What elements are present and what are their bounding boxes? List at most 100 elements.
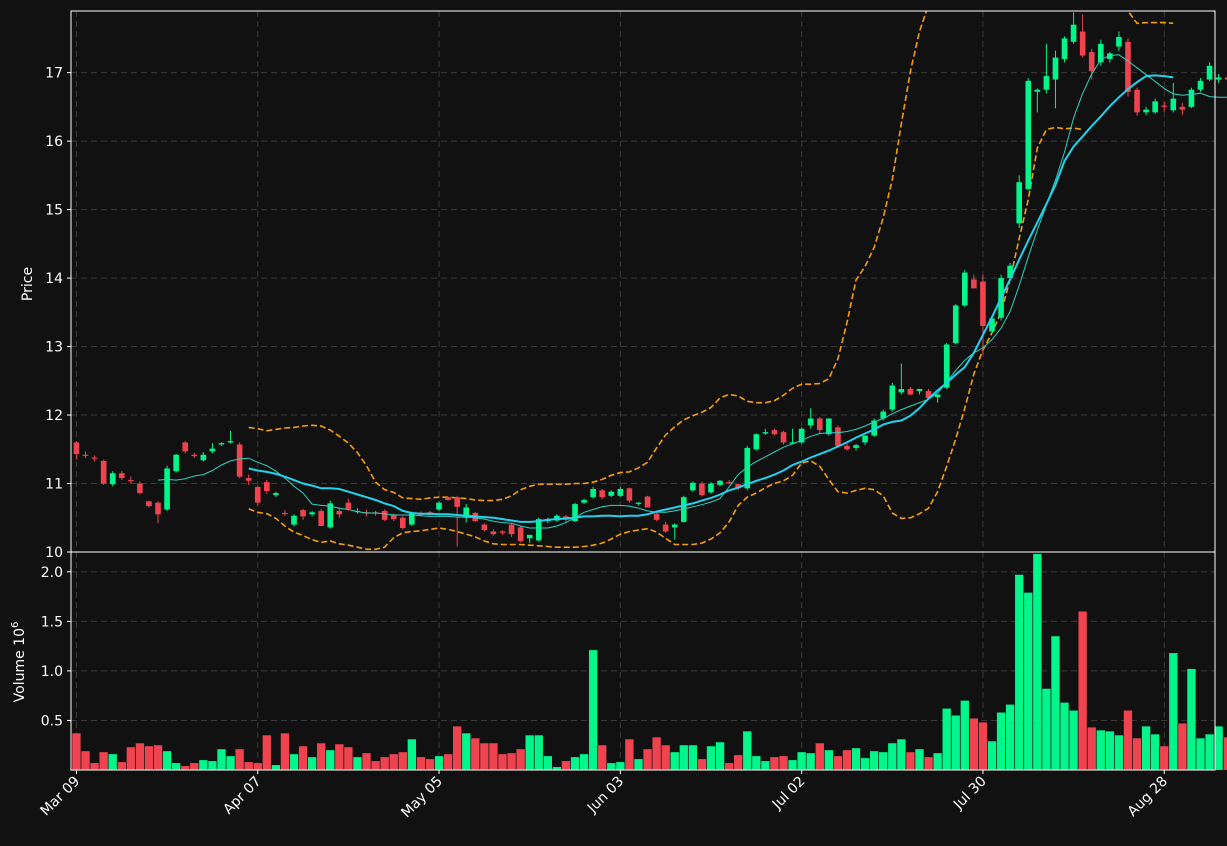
volume-bar	[770, 757, 779, 770]
volume-bars	[72, 553, 1227, 770]
volume-bar	[335, 744, 344, 770]
candle-body	[907, 389, 914, 395]
volume-bar	[1042, 688, 1051, 770]
volume-bar	[90, 763, 99, 770]
volume-bar	[126, 747, 135, 770]
candle-body	[109, 473, 116, 485]
candle-body	[118, 473, 125, 479]
volume-bar	[326, 750, 335, 770]
volume-bar	[1123, 710, 1133, 770]
bollinger-bands	[248, 11, 1174, 551]
volume-bar	[933, 753, 942, 770]
candle-body	[934, 394, 941, 398]
candle-body	[73, 442, 80, 455]
candle-body	[617, 488, 624, 496]
candle-body	[708, 483, 714, 493]
candle-body	[526, 534, 533, 539]
candle-body	[481, 524, 488, 531]
candle-body	[626, 488, 633, 501]
volume-bar	[806, 753, 815, 770]
volume-bar	[471, 738, 480, 770]
volume-bar	[579, 754, 589, 770]
volume-bar	[371, 761, 380, 770]
volume-bar	[534, 735, 543, 770]
volume-bar	[906, 752, 915, 770]
volume-bar	[525, 735, 534, 770]
volume-bar	[598, 745, 607, 770]
candle-body	[971, 279, 977, 289]
candle-body	[798, 428, 805, 443]
volume-bar	[607, 763, 616, 770]
candle-body	[390, 515, 397, 520]
volume-bar	[307, 757, 317, 770]
volume-bar	[353, 757, 362, 770]
volume-bar	[298, 746, 308, 770]
volume-bar	[244, 762, 253, 770]
volume-bar	[634, 759, 643, 770]
candle-body	[1025, 80, 1032, 190]
volume-bar	[271, 765, 281, 770]
volume-bar	[181, 766, 190, 770]
candle-body	[1052, 57, 1059, 80]
candle-body	[1188, 89, 1195, 107]
candle-body	[1125, 41, 1131, 92]
candle-body	[200, 454, 207, 461]
volume-bar	[72, 733, 81, 770]
candle-body	[1170, 98, 1177, 111]
candle-body	[1161, 105, 1168, 107]
candle-body	[671, 524, 678, 528]
candle-body	[916, 389, 923, 392]
volume-bar	[1105, 731, 1115, 770]
candle-body	[844, 445, 850, 450]
candle-body	[608, 491, 615, 496]
volume-bar	[879, 752, 888, 770]
price-axis-label: Price	[20, 267, 36, 301]
candle-body	[1152, 101, 1158, 113]
volume-bar	[815, 743, 824, 770]
volume-bar	[362, 753, 371, 770]
candle-body	[735, 484, 741, 489]
volume-bar	[869, 751, 879, 770]
candle-body	[762, 432, 769, 434]
volume-bar	[153, 745, 163, 770]
volume-bar	[1205, 734, 1214, 770]
candle-body	[146, 501, 152, 507]
volume-bar	[452, 726, 462, 770]
volume-bar	[797, 752, 806, 770]
volume-bar	[199, 760, 208, 770]
price-tick-label: 14	[45, 271, 63, 287]
volume-tick-label: 1.5	[41, 614, 63, 630]
candle-body	[164, 468, 170, 510]
price-tick-label: 10	[45, 545, 63, 561]
candle-body	[508, 524, 515, 535]
lower-band-line	[248, 126, 1083, 551]
candle-body	[535, 519, 542, 541]
volume-bar	[380, 757, 389, 770]
volume-bar	[171, 763, 181, 770]
volume-bar	[226, 756, 235, 770]
volume-bar	[661, 745, 670, 770]
volume-bar	[262, 735, 271, 770]
volume-bar	[743, 731, 752, 770]
volume-bar	[117, 762, 126, 770]
volume-bar	[81, 751, 90, 770]
upper-band-line	[248, 11, 1174, 502]
candle-body	[191, 454, 198, 457]
volume-bar	[1087, 727, 1096, 770]
candle-body	[989, 318, 995, 332]
volume-bar	[833, 756, 843, 770]
volume-bar	[1141, 726, 1151, 770]
volume-bar	[915, 749, 924, 770]
volume-bar	[1078, 611, 1087, 770]
volume-bar	[434, 756, 444, 770]
candle-body	[1034, 89, 1041, 92]
volume-bar	[969, 718, 979, 770]
volume-bar	[217, 749, 226, 770]
volume-bar	[516, 749, 525, 770]
candle-body	[254, 486, 261, 503]
candle-body	[789, 442, 796, 444]
volume-bar	[425, 759, 435, 770]
volume-bar	[135, 743, 145, 770]
volume-bar	[706, 746, 716, 770]
